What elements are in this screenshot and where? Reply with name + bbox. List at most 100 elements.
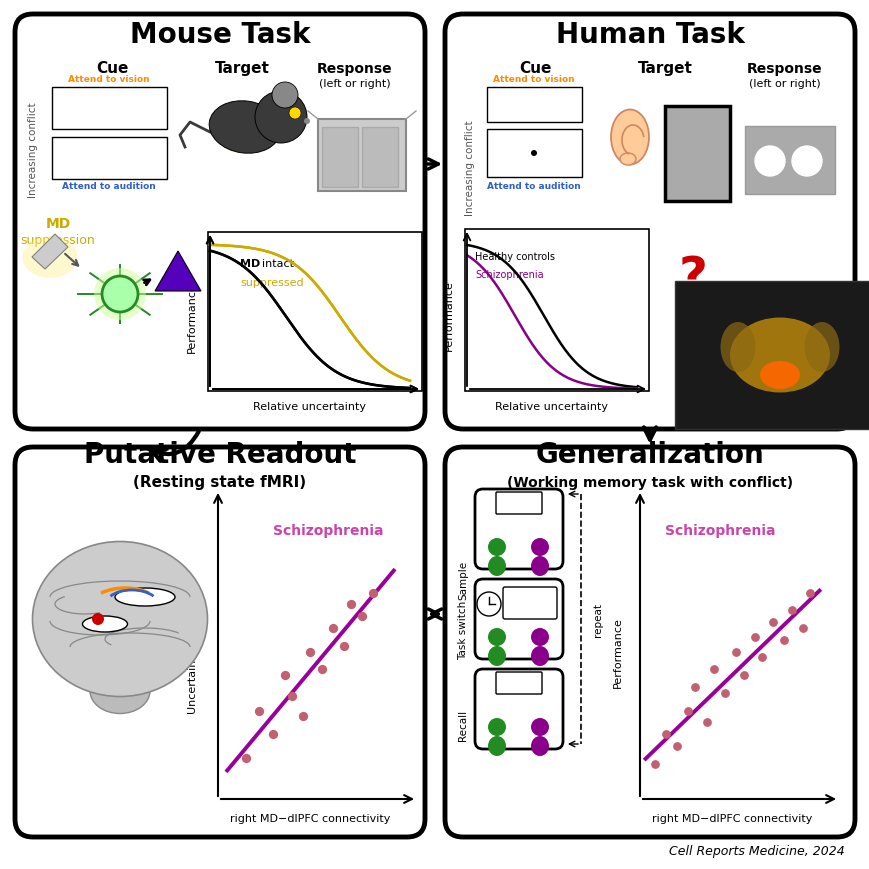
- Bar: [52, 166, 66, 180]
- Text: Putative Readout: Putative Readout: [83, 441, 355, 468]
- Bar: [572, 129, 581, 146]
- Circle shape: [92, 614, 104, 626]
- Bar: [109, 88, 123, 102]
- Bar: [496, 129, 506, 146]
- Bar: [515, 105, 524, 123]
- Text: MD: MD: [240, 258, 264, 269]
- Text: Schizophrenia: Schizophrenia: [664, 523, 774, 537]
- Bar: [109, 102, 123, 116]
- FancyBboxPatch shape: [444, 448, 854, 837]
- Circle shape: [255, 92, 307, 144]
- Bar: [506, 146, 515, 162]
- Text: MD: MD: [766, 403, 792, 417]
- Bar: [543, 162, 553, 178]
- Bar: [138, 138, 152, 152]
- Bar: [487, 129, 496, 146]
- Bar: [52, 138, 66, 152]
- Text: Target: Target: [215, 61, 269, 76]
- Bar: [487, 105, 496, 123]
- Text: Cue: Cue: [96, 61, 128, 76]
- Polygon shape: [155, 252, 201, 292]
- Bar: [515, 88, 524, 105]
- Text: (left or right): (left or right): [748, 79, 819, 89]
- Bar: [123, 88, 138, 102]
- Point: [766, 615, 779, 629]
- Bar: [52, 102, 66, 116]
- Ellipse shape: [90, 669, 149, 713]
- Text: Recall: Recall: [457, 708, 468, 740]
- FancyArrowPatch shape: [469, 386, 643, 393]
- Bar: [95, 166, 109, 180]
- Point: [366, 586, 380, 600]
- Bar: [744, 127, 834, 195]
- FancyArrowPatch shape: [151, 432, 198, 461]
- Bar: [543, 146, 553, 162]
- Bar: [496, 105, 506, 123]
- Bar: [52, 88, 167, 129]
- Circle shape: [754, 147, 784, 176]
- Text: Increasing conflict: Increasing conflict: [464, 120, 474, 216]
- Bar: [524, 105, 534, 123]
- Bar: [534, 88, 543, 105]
- Bar: [123, 166, 138, 180]
- Bar: [138, 116, 152, 129]
- Bar: [152, 102, 167, 116]
- Bar: [66, 138, 81, 152]
- Ellipse shape: [530, 556, 548, 576]
- Text: Mouse Task: Mouse Task: [129, 21, 310, 49]
- Bar: [562, 129, 572, 146]
- Bar: [95, 152, 109, 166]
- Text: Cell Reports Medicine, 2024: Cell Reports Medicine, 2024: [668, 845, 844, 858]
- Bar: [664, 107, 729, 202]
- Bar: [562, 162, 572, 178]
- Bar: [152, 166, 167, 180]
- Bar: [81, 138, 95, 152]
- FancyBboxPatch shape: [474, 580, 562, 660]
- Bar: [81, 102, 95, 116]
- Bar: [553, 105, 562, 123]
- FancyArrowPatch shape: [213, 386, 417, 393]
- Ellipse shape: [620, 154, 635, 166]
- Bar: [81, 166, 95, 180]
- FancyBboxPatch shape: [444, 15, 854, 429]
- FancyBboxPatch shape: [15, 15, 425, 429]
- Bar: [109, 152, 123, 166]
- Text: repeat: repeat: [593, 602, 602, 636]
- Ellipse shape: [215, 118, 264, 154]
- FancyArrowPatch shape: [635, 495, 643, 796]
- Circle shape: [488, 539, 506, 556]
- Bar: [123, 152, 138, 166]
- Bar: [506, 88, 515, 105]
- Bar: [496, 146, 506, 162]
- Point: [784, 604, 798, 618]
- Text: Generalization: Generalization: [535, 441, 764, 468]
- Bar: [95, 88, 109, 102]
- Point: [687, 680, 701, 694]
- Bar: [496, 162, 506, 178]
- FancyBboxPatch shape: [474, 489, 562, 569]
- Bar: [534, 146, 543, 162]
- Text: Uncertainty threshold: Uncertainty threshold: [188, 592, 198, 713]
- Circle shape: [289, 108, 301, 120]
- Text: MD: MD: [45, 216, 70, 231]
- Bar: [123, 116, 138, 129]
- FancyArrowPatch shape: [642, 795, 833, 803]
- Ellipse shape: [488, 556, 506, 576]
- Point: [266, 727, 280, 741]
- Point: [754, 651, 768, 665]
- Point: [776, 633, 790, 647]
- Point: [238, 751, 252, 765]
- Circle shape: [476, 593, 501, 616]
- Point: [736, 668, 750, 682]
- FancyArrowPatch shape: [221, 795, 411, 803]
- Text: Performance: Performance: [613, 617, 622, 687]
- Bar: [66, 116, 81, 129]
- Bar: [515, 162, 524, 178]
- Circle shape: [530, 718, 548, 736]
- Text: Healthy controls: Healthy controls: [474, 251, 554, 262]
- Ellipse shape: [488, 736, 506, 756]
- Text: suppressed: suppressed: [240, 277, 303, 288]
- Bar: [66, 152, 81, 166]
- Text: Human Task: Human Task: [555, 21, 744, 49]
- FancyArrowPatch shape: [568, 492, 578, 497]
